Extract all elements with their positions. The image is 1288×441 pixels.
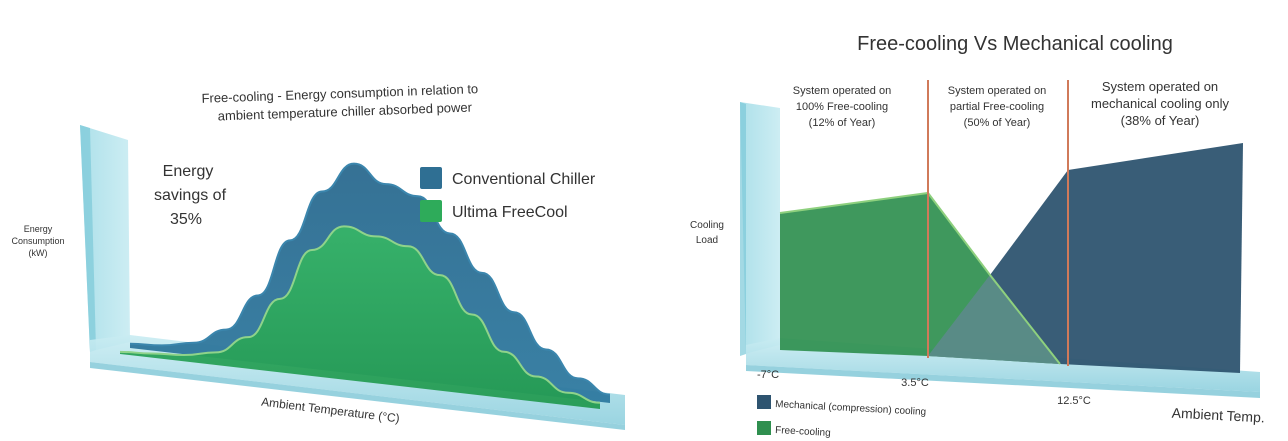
zone1-line2: 100% Free-cooling [796, 101, 888, 113]
area-mechanical-lower [928, 275, 1060, 364]
left-annotation-line2: savings of [154, 187, 227, 204]
right-chart-title: Free-cooling Vs Mechanical cooling [857, 33, 1173, 55]
tick-label-12.5: 12.5°C [1057, 395, 1091, 407]
zone-annotation-free: System operated on 100% Free-cooling (12… [793, 85, 891, 129]
zone2-line1: System operated on [948, 85, 1046, 97]
area-ultima-freecool-edge [119, 225, 601, 404]
right-floor-edge [746, 365, 1260, 398]
left-ylabel-line2: Consumption [11, 236, 64, 246]
zone2-line3: (50% of Year) [964, 117, 1031, 129]
left-series-areas [119, 162, 611, 409]
zone-annotation-partial: System operated on partial Free-cooling … [948, 85, 1046, 129]
right-ylabel-line1: Cooling [690, 220, 724, 231]
legend-label-free-cooling: Free-cooling [775, 425, 831, 439]
right-y-wall-side [740, 102, 746, 356]
left-legend: Conventional Chiller Ultima FreeCool [420, 167, 596, 222]
legend-swatch-mechanical [757, 395, 771, 409]
zone-annotation-mechanical: System operated on mechanical cooling on… [1091, 79, 1230, 128]
zone3-line2: mechanical cooling only [1091, 96, 1230, 111]
area-ultima-freecool [120, 226, 600, 409]
left-chart: Free-cooling - Energy consumption in rel… [11, 81, 625, 430]
tick-label-3.5: 3.5°C [901, 377, 929, 389]
left-annotation-line1: Energy [163, 163, 214, 180]
right-legend: Mechanical (compression) cooling Free-co… [757, 395, 926, 439]
area-mechanical-cooling [990, 143, 1243, 373]
legend-swatch-ultima-freecool [420, 200, 442, 222]
zone3-line3: (38% of Year) [1121, 113, 1200, 128]
left-ylabel-line1: Energy [24, 224, 53, 234]
left-ylabel-line3: (kW) [29, 248, 48, 258]
zone1-line1: System operated on [793, 85, 891, 97]
area-conventional-chiller-edge [129, 162, 611, 396]
tick-label-minus7: -7°C [757, 369, 779, 381]
left-annotation-line3: 35% [170, 211, 202, 228]
legend-swatch-conventional-chiller [420, 167, 442, 189]
left-floor-edge [90, 362, 625, 430]
legend-label-conventional-chiller: Conventional Chiller [452, 171, 596, 188]
legend-label-mechanical: Mechanical (compression) cooling [775, 399, 927, 418]
free-cooling-edge [779, 191, 1061, 365]
legend-swatch-free-cooling [757, 421, 771, 435]
left-y-wall-side [80, 125, 96, 352]
zone1-line3: (12% of Year) [809, 117, 876, 129]
zone3-line1: System operated on [1102, 79, 1218, 94]
legend-label-ultima-freecool: Ultima FreeCool [452, 204, 568, 221]
right-xlabel: Ambient Temp. [1171, 405, 1265, 426]
zone2-line2: partial Free-cooling [950, 101, 1044, 113]
right-y-wall [740, 102, 780, 354]
right-ylabel-line2: Load [696, 235, 718, 246]
right-chart: Free-cooling Vs Mechanical cooling Syste… [690, 33, 1265, 439]
